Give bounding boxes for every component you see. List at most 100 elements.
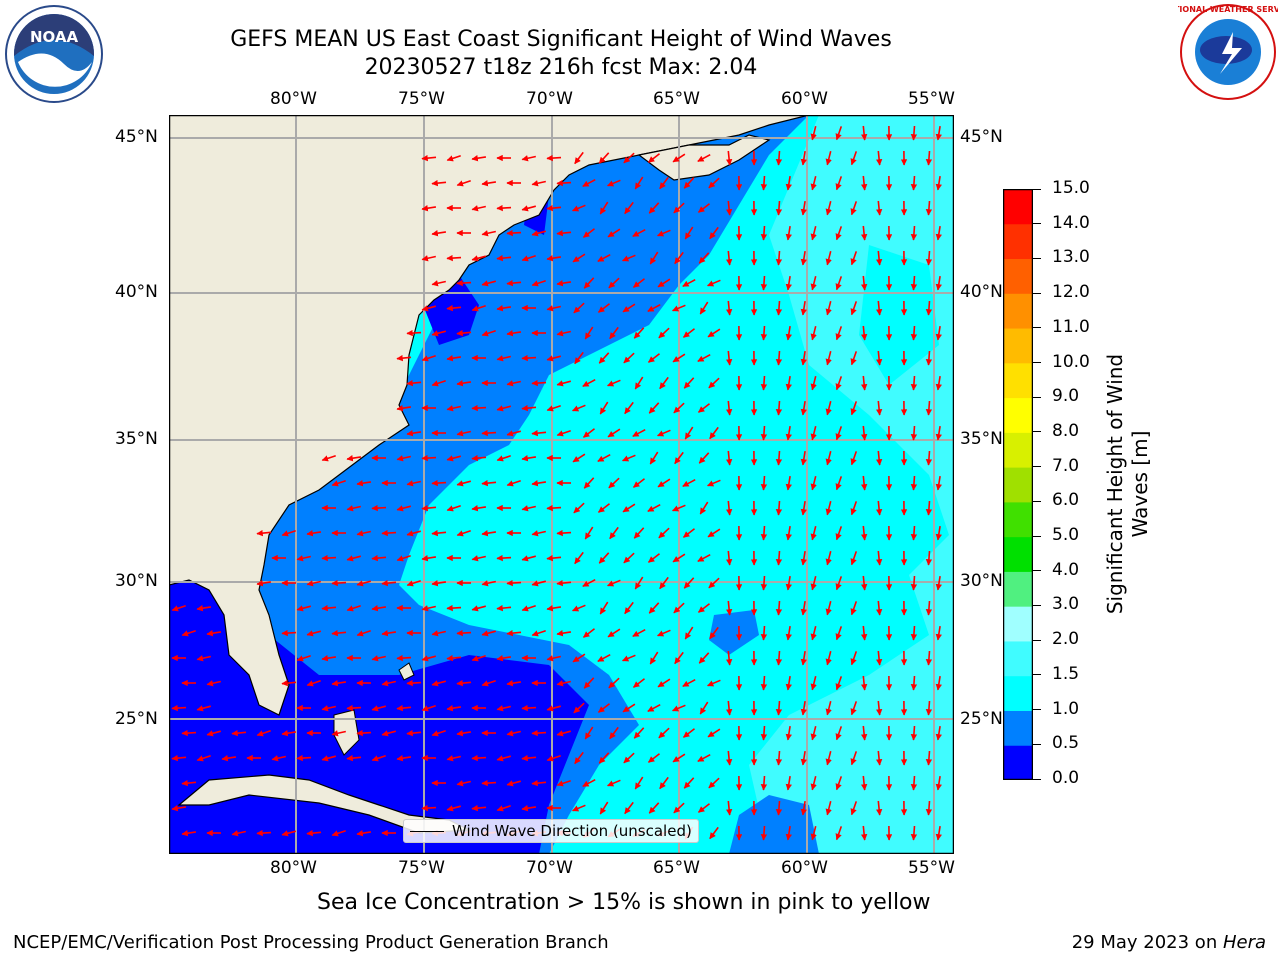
wave-direction-arrow [496, 455, 511, 462]
wave-direction-arrow [456, 530, 471, 537]
wave-direction-arrow [785, 325, 792, 341]
wave-direction-arrow [556, 179, 572, 187]
wave-direction-arrow [582, 378, 596, 388]
wave-direction-arrow [935, 525, 942, 541]
lon-label: 60°W [781, 858, 828, 878]
colorbar-tick-mark [1033, 466, 1041, 468]
wave-direction-arrow [506, 680, 522, 687]
colorbar-tick-label: 8.0 [1052, 420, 1080, 441]
svg-text:NOAA: NOAA [30, 28, 79, 46]
wave-direction-arrow [331, 629, 347, 637]
colorbar-bin [1003, 189, 1033, 225]
wave-direction-arrow [456, 679, 472, 687]
wave-direction-arrow [632, 228, 646, 238]
wave-direction-arrow [673, 402, 685, 414]
wave-direction-arrow [396, 755, 412, 762]
wave-direction-arrow [875, 450, 883, 466]
wave-direction-arrow [632, 628, 646, 638]
wave-direction-arrow [725, 250, 733, 266]
colorbar-tick-label: 11.0 [1052, 316, 1090, 337]
wave-direction-arrow [321, 604, 337, 612]
wave-direction-arrow [649, 251, 659, 265]
wave-direction-arrow [331, 680, 347, 687]
wave-direction-arrow [910, 725, 918, 741]
lat-label: 30°N [115, 571, 158, 591]
wave-direction-arrow [775, 150, 783, 166]
wave-direction-arrow [785, 825, 792, 841]
wave-direction-arrow [506, 430, 522, 437]
wave-direction-arrow [875, 200, 883, 216]
colorbar-bin [1003, 571, 1033, 607]
wave-direction-arrow [624, 401, 634, 415]
wave-direction-arrow [446, 155, 461, 162]
wave-direction-arrow [810, 626, 817, 641]
wave-direction-arrow [850, 251, 858, 266]
wave-direction-arrow [785, 625, 792, 641]
wave-direction-arrow [935, 575, 942, 591]
colorbar-tick-label: 2.0 [1052, 629, 1080, 650]
wave-direction-arrow [800, 700, 807, 716]
wave-direction-arrow [810, 526, 817, 541]
wave-direction-arrow [421, 355, 436, 362]
wave-direction-arrow [810, 476, 817, 491]
wave-direction-arrow [708, 777, 720, 789]
wave-direction-arrow [810, 826, 817, 841]
wave-direction-arrow [860, 775, 868, 791]
wave-direction-arrow [674, 251, 684, 265]
wave-direction-arrow [296, 555, 311, 562]
wave-direction-arrow [672, 304, 686, 312]
wave-direction-arrow [622, 303, 636, 313]
wave-direction-arrow [583, 477, 595, 489]
wave-direction-arrow [421, 305, 437, 312]
wave-direction-arrow [860, 825, 868, 841]
wave-direction-arrow [634, 776, 644, 790]
wave-direction-arrow [835, 676, 843, 691]
wave-direction-arrow [935, 825, 942, 841]
map-title-line2: 20230527 t18z 216h fcst Max: 2.04 [364, 55, 758, 80]
wave-direction-arrow [835, 126, 843, 141]
wave-direction-arrow [321, 554, 337, 562]
colorbar-tick-label: 14.0 [1052, 212, 1090, 233]
wave-direction-arrow [925, 350, 933, 366]
wave-direction-arrow [760, 625, 768, 641]
wave-direction-arrow [556, 579, 572, 587]
wave-direction-arrow [682, 328, 695, 338]
wave-direction-arrow [775, 450, 783, 466]
wave-direction-arrow [196, 755, 211, 762]
wave-direction-arrow [698, 252, 710, 264]
wave-direction-arrow [925, 700, 933, 716]
wave-direction-arrow [496, 305, 512, 312]
wave-direction-arrow [471, 205, 486, 212]
wave-direction-arrow [647, 153, 660, 163]
wave-direction-arrow [598, 552, 610, 564]
wave-direction-arrow [456, 480, 472, 487]
wave-direction-arrow [825, 651, 832, 666]
wave-direction-arrow [875, 800, 883, 816]
wave-direction-arrow [597, 653, 611, 663]
colorbar-bin [1003, 675, 1033, 711]
wave-direction-arrow [634, 176, 644, 190]
wave-direction-arrow [521, 455, 537, 462]
colorbar-tick-mark [1033, 535, 1041, 537]
lat-label: 45°N [960, 127, 1003, 147]
wave-direction-arrow [396, 704, 412, 712]
wave-direction-arrow [446, 455, 462, 462]
noaa-logo: NOAA [4, 4, 104, 104]
wave-direction-arrow [800, 750, 807, 766]
wave-direction-arrow [346, 455, 362, 462]
wave-direction-arrow [624, 201, 634, 215]
wave-direction-arrow [356, 729, 372, 737]
colorbar-tick-label: 12.0 [1052, 282, 1090, 303]
colorbar-bin [1003, 223, 1033, 260]
wave-direction-arrow [810, 226, 817, 241]
wave-direction-arrow [925, 150, 933, 166]
wave-direction-arrow [760, 425, 768, 441]
wave-direction-arrow [481, 630, 497, 637]
wave-direction-arrow [850, 551, 858, 566]
wave-direction-arrow [699, 301, 709, 315]
wave-direction-arrow [496, 405, 512, 412]
wave-direction-arrow [910, 575, 918, 591]
wave-direction-arrow [421, 154, 437, 162]
wave-direction-arrow [707, 528, 721, 538]
wave-direction-arrow [356, 580, 372, 587]
